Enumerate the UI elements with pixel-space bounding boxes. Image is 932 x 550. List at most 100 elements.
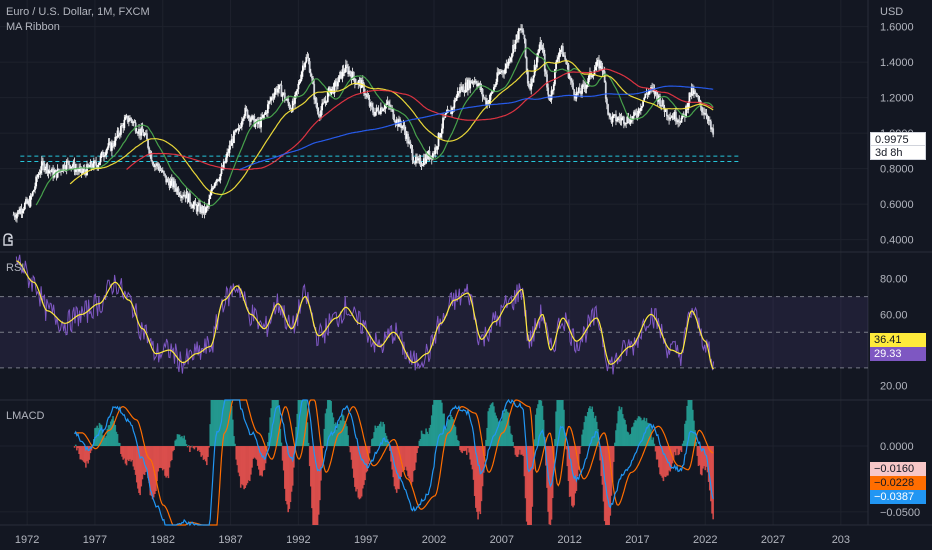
candle-body (375, 107, 378, 112)
candle (210, 184, 213, 196)
macd-histogram-bar (435, 400, 438, 447)
candle-body (363, 83, 365, 94)
candle (392, 108, 395, 120)
candle-body (517, 28, 520, 40)
macd-histogram-bar (562, 400, 564, 447)
candle (323, 97, 326, 104)
rsi-tick-label: 80.00 (880, 274, 908, 286)
candle-body (352, 71, 355, 79)
candle-body (542, 47, 545, 54)
candle (619, 113, 622, 126)
candle-body (452, 107, 455, 109)
candle (316, 102, 319, 115)
candle (557, 53, 560, 63)
candle-body (188, 193, 191, 204)
candle-body (179, 196, 182, 198)
macd-histogram-bar (406, 446, 408, 471)
candle-body (236, 129, 239, 130)
macd-histogram-bar (325, 408, 328, 447)
candle-body (512, 44, 515, 54)
candle-body (62, 164, 65, 172)
candle-body (68, 160, 70, 165)
candle-body (642, 100, 644, 107)
candle (212, 185, 215, 190)
candle-body (468, 79, 470, 89)
macd-histogram-bar (663, 446, 666, 477)
macd-histogram-bar (329, 400, 331, 447)
candle (346, 60, 348, 69)
tradingview-logo-icon[interactable] (2, 232, 14, 246)
candle (247, 114, 250, 121)
macd-histogram-bar (332, 417, 335, 447)
candle (710, 119, 712, 133)
candle (65, 159, 68, 175)
rsi-legend[interactable]: RSI (6, 262, 25, 274)
macd-histogram-bar (187, 445, 190, 447)
candle-body (213, 183, 216, 188)
candle (288, 101, 291, 110)
macd-histogram-bar (310, 446, 312, 487)
candle-body (670, 117, 673, 119)
candle (331, 86, 334, 94)
candle-body (170, 178, 173, 181)
candle (23, 201, 26, 210)
candle-body (473, 80, 476, 83)
candle-body (378, 113, 381, 114)
candle-body (27, 200, 30, 204)
candle-body (637, 108, 640, 116)
macd-histogram-bar (121, 446, 123, 457)
candle-body (268, 101, 270, 105)
lmacd-legend[interactable]: LMACD (6, 410, 45, 422)
candle-body (564, 55, 567, 60)
candle (405, 131, 408, 144)
candle-body (399, 119, 401, 125)
macd-histogram-bar (429, 424, 432, 447)
ma-ribbon-legend[interactable]: MA Ribbon (6, 21, 60, 33)
macd-histogram-bar (507, 412, 510, 447)
candle-body (84, 171, 87, 176)
macd-histogram-bar (229, 400, 232, 447)
candle (634, 109, 637, 116)
macd-tick-label: −0.0500 (880, 507, 920, 519)
candle-body (139, 129, 142, 136)
macd-histogram-bar (326, 400, 329, 447)
macd-histogram-bar (698, 446, 701, 466)
candle-body (12, 214, 15, 216)
candle-body (500, 70, 503, 73)
candle-body (651, 87, 654, 88)
candle-body (676, 121, 678, 123)
macd-histogram-bar (260, 446, 262, 476)
candle (702, 107, 704, 116)
candle-body (561, 46, 564, 57)
macd-histogram-bar (103, 435, 105, 447)
candle (239, 122, 242, 129)
candle (173, 177, 175, 192)
macd-histogram-bar (204, 446, 207, 462)
candle (314, 96, 317, 104)
candle-body (690, 87, 693, 96)
macd-histogram-bar (89, 446, 92, 454)
symbol-title[interactable]: Euro / U.S. Dollar, 1M, FXCM (6, 6, 150, 18)
candle-body (246, 109, 249, 118)
macd-histogram-bar (707, 446, 710, 482)
macd-histogram-bar (640, 417, 642, 447)
candle (124, 114, 127, 121)
macd-histogram-bar (688, 400, 691, 447)
candle-body (200, 206, 203, 213)
macd-histogram-bar (439, 400, 442, 447)
candle-body (192, 204, 195, 209)
candle (530, 76, 533, 95)
candle-body (18, 210, 21, 214)
candle-body (270, 97, 273, 101)
candle (646, 92, 649, 100)
macd-histogram-bar (697, 446, 700, 467)
candle (502, 69, 504, 78)
candle-body (64, 169, 67, 170)
candle-body (216, 179, 218, 182)
candle (45, 162, 48, 174)
candle-body (285, 99, 287, 101)
candle-body (56, 168, 59, 178)
macd-histogram-bar (551, 446, 554, 499)
